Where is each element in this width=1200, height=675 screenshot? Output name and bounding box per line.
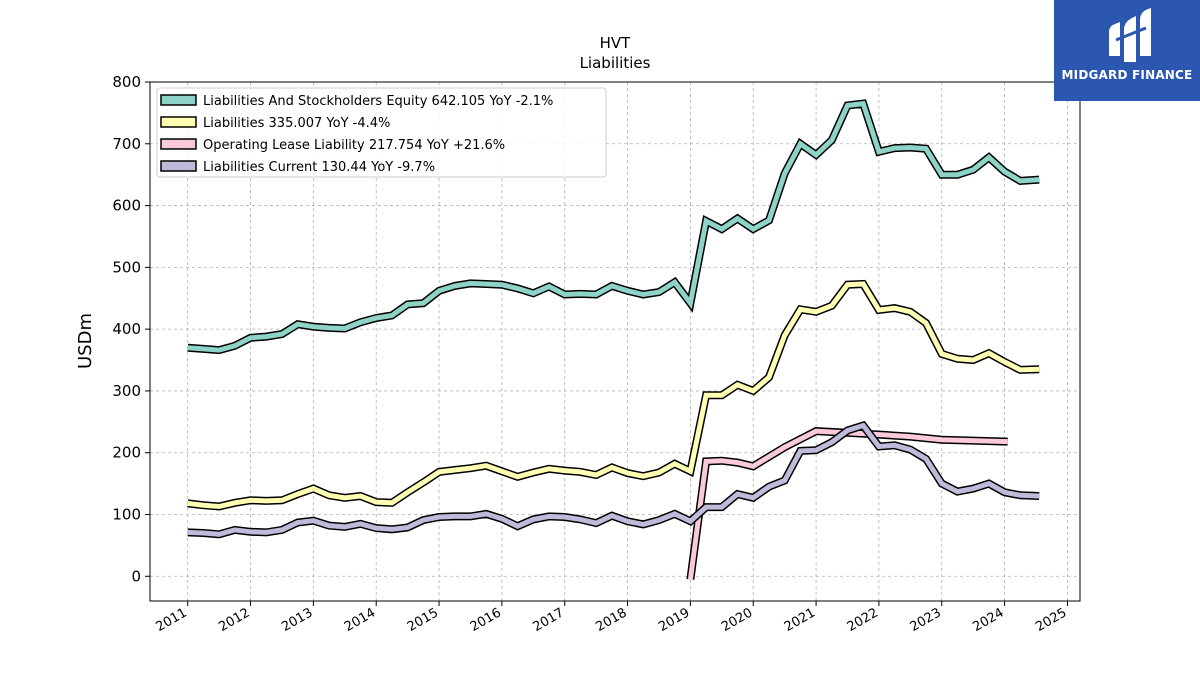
chart-title: HVT [600, 34, 632, 52]
x-tick-label: 2023 [908, 605, 944, 635]
x-tick-label: 2013 [279, 605, 315, 635]
legend-entry: Operating Lease Liability 217.754 YoY +2… [203, 138, 505, 153]
chart-subtitle: Liabilities [580, 54, 651, 72]
y-tick-label: 200 [112, 444, 141, 462]
x-tick-label: 2021 [782, 605, 818, 635]
brand-mark-icon [1109, 8, 1151, 62]
legend-swatch [160, 160, 197, 172]
x-tick-label: 2012 [216, 605, 252, 635]
y-tick-label: 600 [112, 197, 141, 215]
y-tick-label: 800 [112, 73, 141, 91]
x-tick-label: 2016 [468, 605, 504, 635]
legend-swatch [160, 94, 197, 106]
legend-entry: Liabilities 335.007 YoY -4.4% [203, 116, 390, 131]
series-outline [686, 427, 1008, 580]
series-layer [187, 99, 1040, 580]
plot-frame [149, 81, 1081, 602]
x-tick-label: 2019 [656, 605, 692, 635]
y-tick-label: 100 [112, 506, 141, 524]
series-line [187, 422, 1040, 537]
y-tick-label: 0 [131, 567, 141, 585]
y-tick-label: 700 [112, 135, 141, 153]
x-tick-label: 2022 [845, 605, 881, 635]
legend: Liabilities And Stockholders Equity 642.… [156, 87, 607, 178]
x-tick-label: 2014 [342, 605, 378, 635]
series-line [687, 428, 1008, 580]
x-tick-label: 2017 [531, 605, 567, 635]
legend-entry: Liabilities Current 130.44 YoY -9.7% [203, 160, 435, 175]
y-tick-label: 300 [112, 382, 141, 400]
y-tick-label: 500 [112, 258, 141, 276]
x-tick-label: 2015 [405, 605, 441, 635]
x-tick-label: 2020 [719, 605, 755, 635]
legend-box [156, 87, 607, 178]
x-tick-label: 2025 [1033, 605, 1069, 635]
x-tick-label: 2018 [593, 605, 629, 635]
series-outline [187, 279, 1040, 511]
brand-name: MIDGARD FINANCE [1061, 68, 1193, 82]
legend-entry: Liabilities And Stockholders Equity 642.… [203, 94, 553, 109]
series-line [187, 100, 1040, 353]
brand-logo: MIDGARD FINANCE [1054, 0, 1200, 101]
legend-swatch [160, 138, 197, 150]
y-axis-label: USDm [75, 313, 96, 369]
legend-swatch [160, 116, 197, 128]
y-tick-label: 400 [112, 320, 141, 338]
series-line [187, 281, 1040, 510]
x-tick-label: 2024 [970, 605, 1006, 635]
x-tick-label: 2011 [154, 605, 190, 635]
